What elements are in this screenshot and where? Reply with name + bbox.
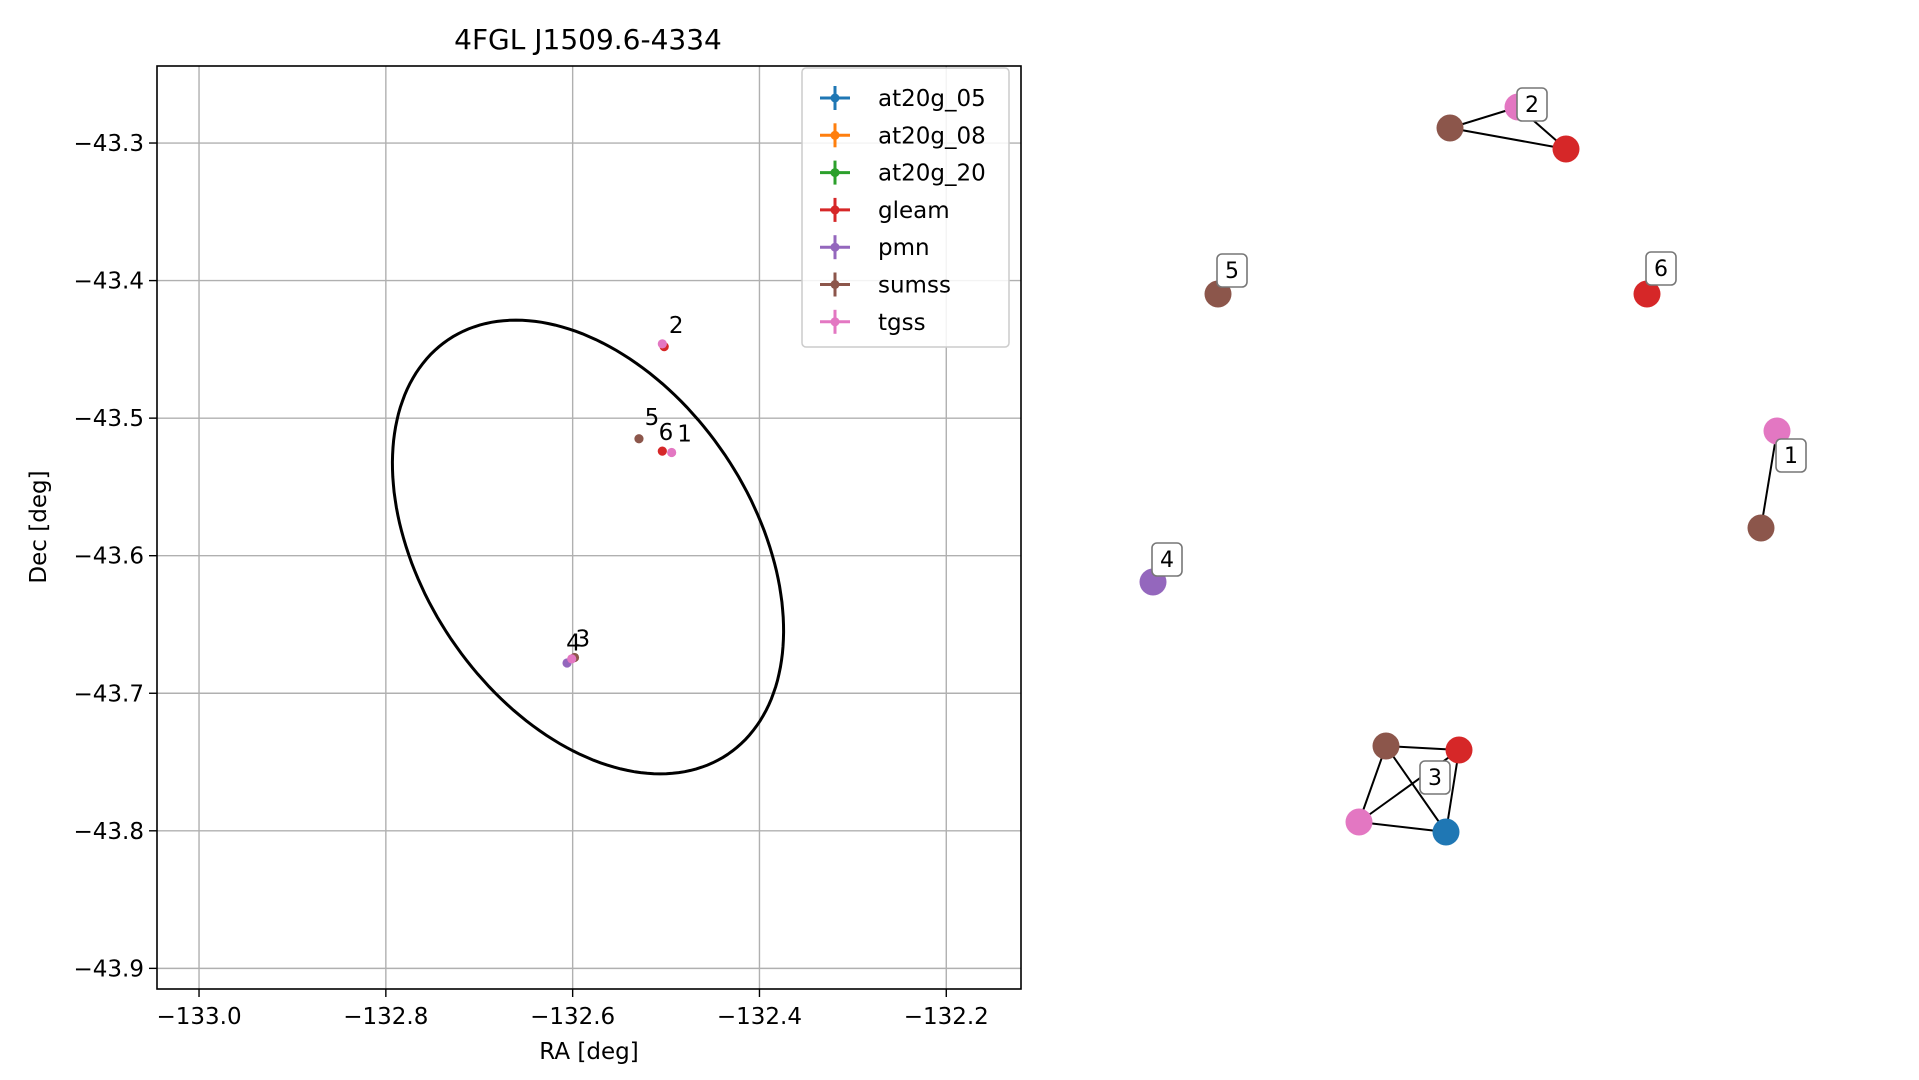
legend-marker-dot bbox=[830, 130, 840, 140]
x-tick-label: −132.2 bbox=[904, 1004, 989, 1030]
group-label-box bbox=[1151, 542, 1183, 577]
legend-marker-dot bbox=[830, 168, 840, 178]
group-label: 1 bbox=[1784, 444, 1798, 469]
y-axis-ticks: −43.3 −43.4 −43.5 −43.6 −43.7 −43.8 −43.9 bbox=[74, 131, 157, 982]
graph-node-tgss bbox=[1763, 417, 1791, 445]
legend-label: at20g_05 bbox=[878, 86, 986, 112]
point-tgss bbox=[567, 654, 577, 664]
group-label-box bbox=[1216, 253, 1248, 288]
x-tick-label: −132.8 bbox=[343, 1004, 428, 1030]
legend-label: at20g_20 bbox=[878, 161, 986, 187]
error-ellipse-outline bbox=[390, 318, 786, 776]
error-ellipse bbox=[390, 318, 786, 776]
y-axis-label: Dec [deg] bbox=[26, 470, 52, 583]
sky-position-plot: 4FGL J1509.6-4334 256 134 −133.0 −132.8 −13… bbox=[26, 23, 1022, 1065]
y-tick-label: −43.9 bbox=[74, 956, 144, 982]
graph-edge bbox=[1385, 745, 1447, 833]
y-tick-label: −43.7 bbox=[74, 681, 144, 707]
group-label-box bbox=[1645, 251, 1677, 286]
group-label-box bbox=[1516, 87, 1548, 122]
graph-node-gleam bbox=[1445, 736, 1473, 764]
x-axis-label: RA [deg] bbox=[539, 1039, 638, 1065]
graph-edge bbox=[1445, 749, 1460, 833]
y-tick-label: −43.3 bbox=[74, 131, 144, 157]
legend-label: sumss bbox=[878, 273, 951, 299]
y-tick-label: −43.8 bbox=[74, 819, 144, 845]
group-label: 3 bbox=[1428, 766, 1442, 791]
point-annotation: 2 bbox=[669, 313, 684, 339]
y-tick-label: −43.4 bbox=[74, 269, 144, 295]
point-annotation: 1 bbox=[677, 422, 692, 448]
legend-label: tgss bbox=[878, 310, 926, 336]
data-points bbox=[562, 339, 677, 668]
y-tick-label: −43.5 bbox=[74, 406, 144, 432]
legend-marker-dot bbox=[830, 93, 840, 103]
group-label: 2 bbox=[1525, 93, 1539, 118]
graph-group-labels: 2 5 6 1 4 3 bbox=[1151, 87, 1807, 795]
legend-box bbox=[801, 67, 1010, 348]
graph-node-sumss bbox=[1747, 514, 1775, 542]
point-annotation: 6 bbox=[659, 420, 674, 446]
graph-node-at20g_05 bbox=[1432, 818, 1460, 846]
legend-marker-dot bbox=[830, 317, 840, 327]
point-gleam bbox=[657, 446, 667, 456]
point-tgss bbox=[657, 339, 667, 349]
legend-marker-dot bbox=[830, 205, 840, 215]
graph-node-sumss bbox=[1372, 732, 1400, 760]
point-annotation: 4 bbox=[566, 631, 581, 657]
graph-node-tgss bbox=[1345, 808, 1373, 836]
graph-edge bbox=[1358, 821, 1447, 833]
legend-label: at20g_08 bbox=[878, 123, 986, 149]
point-annotation: 3 bbox=[575, 626, 590, 652]
x-tick-label: −133.0 bbox=[156, 1004, 241, 1030]
point-annotations: 2 56 1 34 bbox=[566, 313, 692, 657]
group-label: 5 bbox=[1225, 259, 1239, 284]
legend-marker-dot bbox=[830, 280, 840, 289]
graph-edge bbox=[1449, 127, 1567, 150]
plot-frame bbox=[156, 65, 1022, 990]
group-label-box bbox=[1775, 438, 1807, 473]
legend-marker-dot bbox=[830, 242, 840, 252]
graph-node-gleam bbox=[1552, 135, 1580, 163]
point-sumss bbox=[634, 434, 644, 444]
chart-title: 4FGL J1509.6-4334 bbox=[454, 23, 722, 56]
group-label-box bbox=[1419, 760, 1451, 795]
group-label: 4 bbox=[1160, 548, 1174, 573]
point-annotation: 5 bbox=[645, 405, 660, 431]
group-label: 6 bbox=[1654, 257, 1668, 282]
point-tgss bbox=[667, 447, 677, 458]
x-tick-label: −132.4 bbox=[717, 1004, 802, 1030]
graph-edge bbox=[1760, 430, 1778, 529]
graph-node-gleam bbox=[1633, 280, 1661, 308]
legend-label: pmn bbox=[878, 235, 930, 261]
x-tick-label: −132.6 bbox=[530, 1004, 615, 1030]
crossmatch-graph: 2 5 6 1 4 3 bbox=[1139, 87, 1807, 846]
x-axis-ticks: −133.0 −132.8 −132.6 −132.4 −132.2 bbox=[156, 989, 989, 1030]
graph-node-sumss bbox=[1436, 114, 1464, 142]
legend-label: gleam bbox=[878, 198, 950, 224]
y-tick-label: −43.6 bbox=[74, 544, 144, 570]
